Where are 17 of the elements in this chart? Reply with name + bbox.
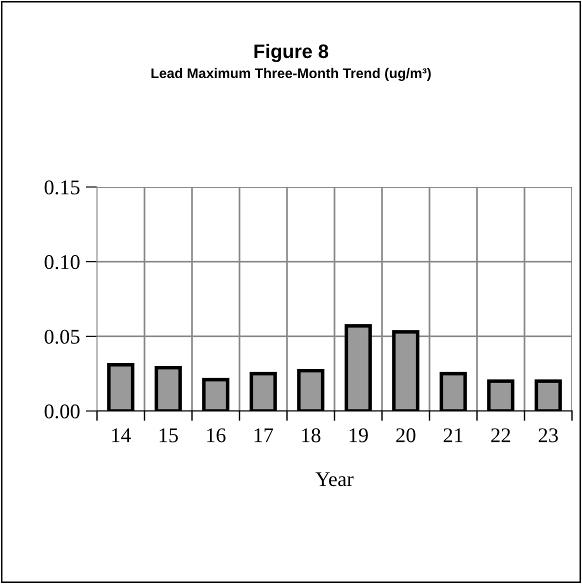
x-tick-label: 15	[160, 428, 178, 442]
y-tick-label: 0.15	[44, 180, 80, 195]
x-tick-label: 23	[538, 428, 558, 442]
x-tick-label: 19	[350, 428, 368, 442]
x-tick-label: 16	[207, 428, 226, 442]
y-tick-label: 0.05	[44, 330, 80, 344]
x-tick-label: 18	[302, 428, 320, 442]
x-axis-title: Year	[316, 472, 354, 486]
x-tick-label: 20	[396, 428, 416, 442]
chart-subtitle: Lead Maximum Three-Month Trend (ug/m³)	[152, 68, 431, 81]
x-tick-label: 14	[112, 428, 131, 442]
chart-title: Figure 8	[254, 44, 328, 62]
x-tick-label: 17	[254, 428, 274, 442]
y-tick-label: 0.10	[44, 255, 80, 270]
x-tick-label: 22	[491, 428, 510, 442]
y-tick-label: 0.00	[44, 404, 80, 419]
x-tick-label: 21	[444, 428, 462, 442]
